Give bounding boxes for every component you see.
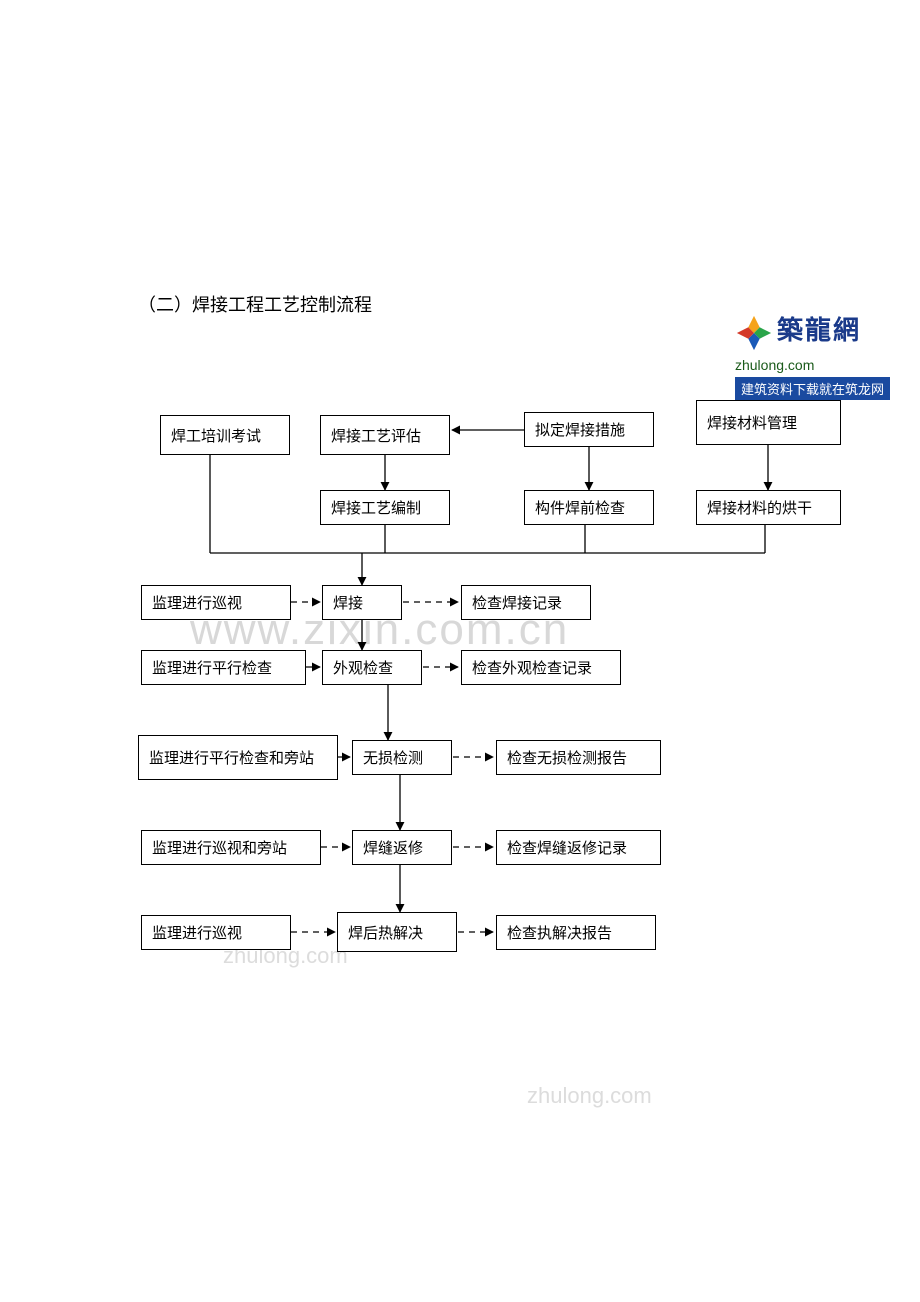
- flow-node-n12: 外观检查: [322, 650, 422, 685]
- flow-node-n7: 焊接材料的烘干: [696, 490, 841, 525]
- flow-node-n14: 监理进行平行检查和旁站: [138, 735, 338, 780]
- flow-node-n10: 检查焊接记录: [461, 585, 591, 620]
- flow-node-n18: 焊缝返修: [352, 830, 452, 865]
- flow-node-n3: 拟定焊接措施: [524, 412, 654, 447]
- flow-node-n1: 焊工培训考试: [160, 415, 290, 455]
- flow-node-n16: 检查无损检测报告: [496, 740, 661, 775]
- flow-node-n17: 监理进行巡视和旁站: [141, 830, 321, 865]
- flow-node-n8: 监理进行巡视: [141, 585, 291, 620]
- flow-node-n15: 无损检测: [352, 740, 452, 775]
- flow-node-n4: 焊接材料管理: [696, 400, 841, 445]
- flow-node-n5: 焊接工艺编制: [320, 490, 450, 525]
- flow-node-n11: 监理进行平行检查: [141, 650, 306, 685]
- flow-node-n13: 检查外观检查记录: [461, 650, 621, 685]
- section-title: （二）焊接工程工艺控制流程: [138, 291, 372, 317]
- flow-node-n6: 构件焊前检查: [524, 490, 654, 525]
- flow-edges: [0, 0, 920, 1302]
- flow-node-n2: 焊接工艺评估: [320, 415, 450, 455]
- flow-node-n22: 检查执解决报告: [496, 915, 656, 950]
- flow-node-n9: 焊接: [322, 585, 402, 620]
- logo-url: zhulong.com: [735, 357, 890, 373]
- watermark-sub2: zhulong.com: [527, 1083, 652, 1109]
- flow-node-n19: 检查焊缝返修记录: [496, 830, 661, 865]
- logo-icon: [735, 314, 773, 357]
- logo-brand: 築龍網: [777, 316, 861, 345]
- flow-node-n21: 焊后热解决: [337, 912, 457, 952]
- logo-block: 築龍網 zhulong.com 建筑资料下载就在筑龙网: [735, 310, 890, 400]
- flow-node-n20: 监理进行巡视: [141, 915, 291, 950]
- logo-tagline: 建筑资料下载就在筑龙网: [735, 377, 890, 400]
